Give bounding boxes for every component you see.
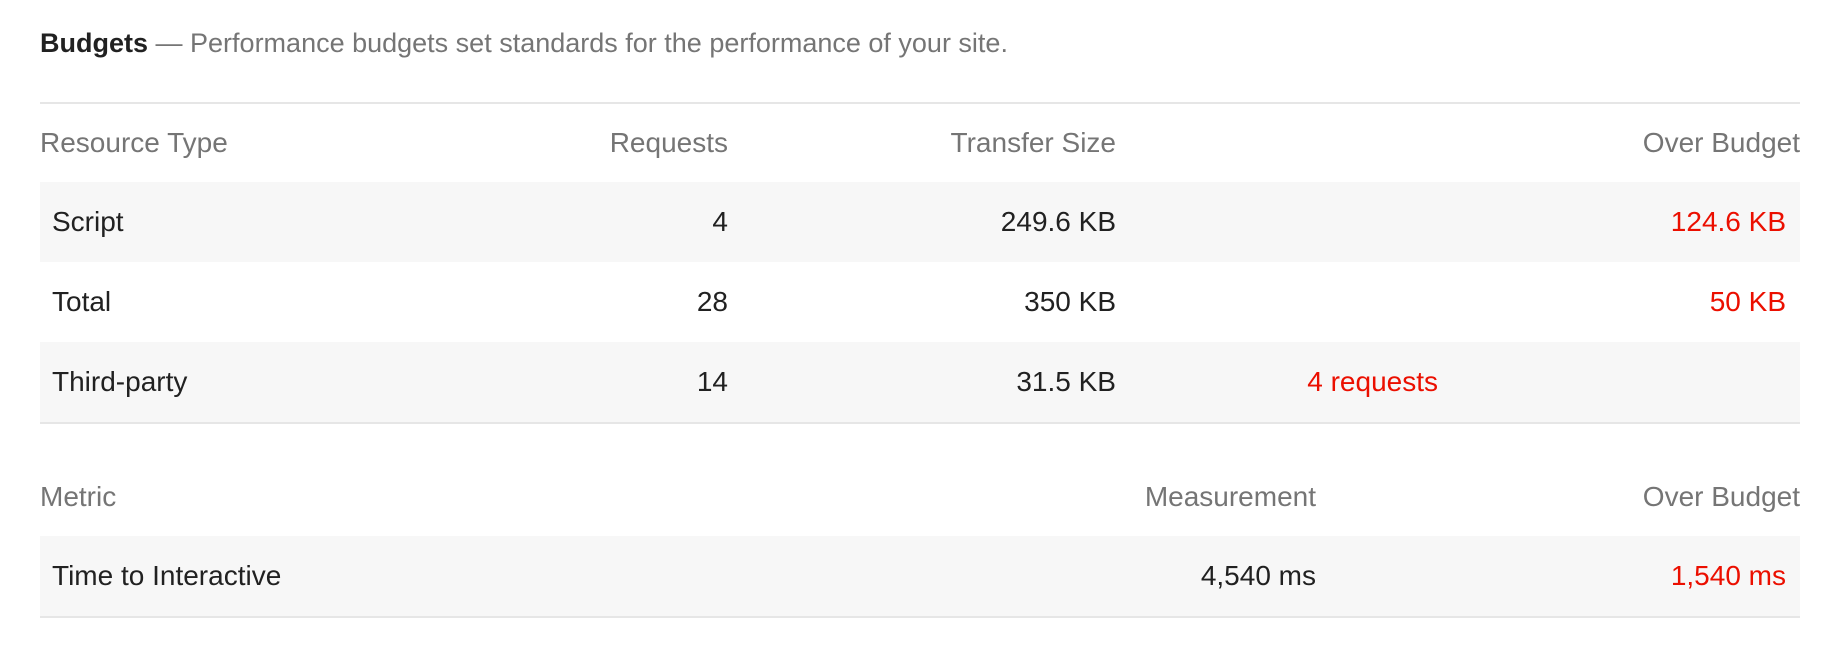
over-budget [1450, 342, 1800, 424]
table-row: Script 4 249.6 KB 124.6 KB [40, 182, 1800, 262]
over-budget: 124.6 KB [1450, 182, 1800, 262]
title-separator: — [155, 28, 183, 58]
column-header-over-budget: Over Budget [1642, 481, 1800, 512]
transfer-size: 350 KB [1024, 286, 1116, 317]
table-header-row: Metric Measurement Over Budget [40, 458, 1800, 536]
title-description: Performance budgets set standards for th… [190, 28, 1008, 58]
section-title: Budgets — Performance budgets set standa… [40, 28, 1008, 59]
measurement: 4,540 ms [1040, 536, 1328, 618]
resource-type: Total [52, 286, 112, 317]
resource-type: Third-party [40, 342, 600, 424]
requests-over: 4 requests [1128, 342, 1450, 424]
over-budget: 50 KB [1709, 286, 1786, 317]
column-header-transfer-size: Transfer Size [950, 127, 1116, 158]
table-row: Total 28 350 KB 50 KB [40, 262, 1800, 342]
metric: Time to Interactive [40, 536, 1040, 618]
requests: 28 [696, 286, 728, 317]
resource-type: Script [40, 182, 600, 262]
column-header-requests: Requests [609, 127, 728, 158]
requests-over [1128, 182, 1450, 262]
timing-budget-table: Metric Measurement Over Budget Time to I… [40, 458, 1800, 618]
column-header-metric: Metric [40, 481, 117, 512]
column-header-resource-type: Resource Type [40, 127, 228, 158]
transfer-size: 31.5 KB [740, 342, 1128, 424]
requests: 14 [600, 342, 740, 424]
table-row: Third-party 14 31.5 KB 4 requests [40, 342, 1800, 424]
title-label: Budgets [40, 28, 148, 58]
requests: 4 [600, 182, 740, 262]
column-header-requests-over [1128, 104, 1450, 182]
resource-budget-table: Resource Type Requests Transfer Size Ove… [40, 104, 1800, 424]
divider [40, 102, 1800, 104]
column-header-over-budget: Over Budget [1642, 127, 1800, 158]
table-header-row: Resource Type Requests Transfer Size Ove… [40, 104, 1800, 182]
over-budget: 1,540 ms [1328, 536, 1800, 618]
requests-over [1128, 262, 1450, 342]
transfer-size: 249.6 KB [740, 182, 1128, 262]
table-row: Time to Interactive 4,540 ms 1,540 ms [40, 536, 1800, 618]
column-header-measurement: Measurement [1144, 481, 1316, 512]
